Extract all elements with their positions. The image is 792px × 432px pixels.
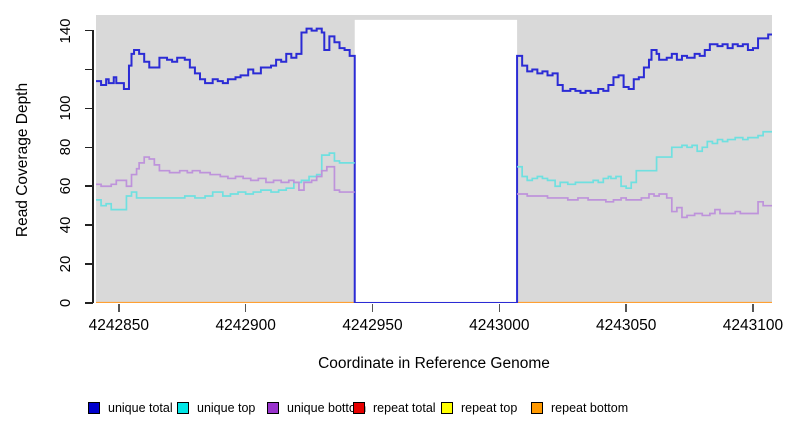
legend: unique total unique top unique bottom repea… — [0, 398, 792, 418]
legend-label: repeat top — [461, 401, 518, 415]
legend-swatch-icon — [531, 402, 543, 414]
legend-swatch-icon — [267, 402, 279, 414]
series-line-unique-bottom — [517, 194, 772, 217]
y-tick-mark — [85, 107, 93, 110]
x-tick-mark — [752, 304, 754, 312]
x-tick-label: 4243000 — [469, 317, 530, 334]
series-line-unique-bottom — [96, 157, 355, 192]
y-tick-mark — [85, 68, 93, 71]
legend-item-unique-bottom: unique bottom — [267, 398, 366, 418]
legend-swatch-icon — [353, 402, 365, 414]
legend-label: unique bottom — [287, 401, 367, 415]
plot-area — [96, 19, 772, 303]
x-axis-title: Coordinate in Reference Genome — [318, 355, 550, 372]
x-tick-label: 4242950 — [342, 317, 403, 334]
legend-label: unique top — [197, 401, 256, 415]
x-tick-mark — [625, 304, 627, 312]
y-tick-label: 80 — [57, 138, 74, 156]
legend-label: unique total — [108, 401, 173, 415]
legend-item-repeat-top: repeat top — [441, 398, 517, 418]
y-tick-mark — [85, 263, 93, 265]
series-line-unique-total — [96, 29, 772, 303]
coverage-lines-layer — [96, 29, 772, 303]
y-tick-mark — [85, 185, 93, 187]
x-tick-mark — [118, 304, 120, 312]
legend-item-unique-total: unique total — [88, 398, 173, 418]
legend-swatch-icon — [441, 402, 453, 414]
x-tick-label: 4243100 — [722, 317, 784, 334]
x-tick-mark — [498, 304, 501, 312]
y-tick-mark — [85, 224, 93, 226]
series-line-unique-top — [96, 153, 355, 209]
legend-item-repeat-bottom: repeat bottom — [531, 398, 628, 418]
x-tick-label: 4242850 — [88, 317, 149, 334]
x-tick-mark — [371, 304, 374, 312]
legend-swatch-icon — [88, 402, 100, 414]
y-tick-label: 60 — [57, 177, 74, 195]
y-tick-mark — [85, 29, 93, 32]
legend-item-repeat-total: repeat total — [353, 398, 436, 418]
y-tick-label: 20 — [57, 255, 74, 273]
x-tick-label: 4242900 — [215, 317, 276, 334]
y-tick-label: 40 — [57, 216, 74, 234]
y-axis-line — [92, 30, 94, 303]
x-tick-mark — [244, 304, 247, 312]
x-tick-label: 4243050 — [595, 317, 657, 334]
legend-item-unique-top: unique top — [177, 398, 255, 418]
legend-swatch-icon — [177, 402, 189, 414]
y-tick-mark — [85, 146, 93, 149]
y-axis-title: Read Coverage Depth — [14, 82, 31, 238]
series-line-unique-top — [517, 132, 772, 188]
y-tick-label: 0 — [57, 298, 74, 308]
legend-label: repeat bottom — [551, 401, 629, 415]
y-tick-mark — [85, 302, 93, 304]
y-tick-label: 140 — [57, 18, 74, 44]
y-tick-label: 100 — [57, 95, 74, 121]
legend-label: repeat total — [373, 401, 436, 415]
masked-gap-region — [354, 19, 518, 302]
